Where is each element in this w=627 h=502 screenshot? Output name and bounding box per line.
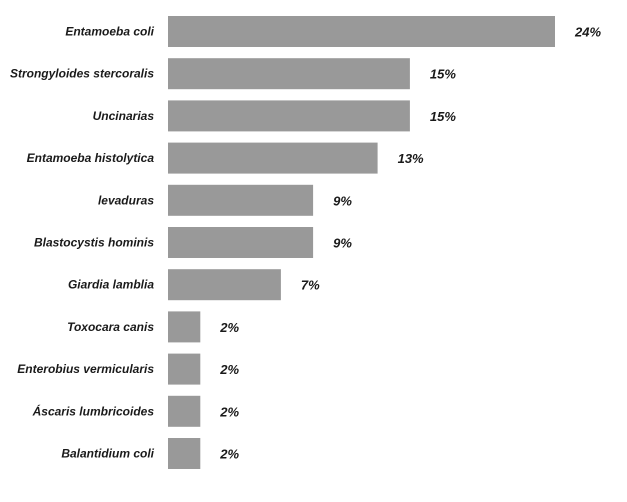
bar (168, 227, 314, 258)
category-label: Entamoeba histolytica (27, 151, 155, 165)
value-label: 7% (301, 278, 320, 293)
bar (168, 58, 410, 90)
bar (168, 100, 410, 132)
bar (168, 353, 201, 385)
category-label: Blastocystis hominis (34, 236, 154, 250)
value-label: 2% (219, 447, 239, 462)
bar (168, 184, 314, 216)
value-label: 2% (219, 362, 239, 377)
category-label: Entamoeba coli (65, 25, 154, 39)
bar (168, 269, 281, 301)
value-labels: 24% 15% 15% 13% 9% 9% 7% 2% 2% 2% 2% (219, 25, 601, 462)
bar (168, 438, 201, 469)
value-label: 2% (219, 320, 239, 335)
category-label: levaduras (98, 193, 154, 207)
value-label: 15% (430, 109, 456, 124)
value-label: 9% (333, 193, 352, 208)
bar (168, 142, 378, 174)
bar (168, 395, 201, 427)
category-label: Toxocara canis (67, 320, 154, 334)
category-label: Áscaris lumbricoides (32, 403, 155, 418)
bars-group (168, 16, 555, 469)
value-label: 2% (219, 404, 239, 419)
category-label: Giardia lamblia (68, 278, 154, 292)
category-label: Strongyloides stercoralis (10, 67, 154, 81)
value-label: 9% (333, 236, 352, 251)
bar (168, 311, 201, 343)
category-label: Enterobius vermicularis (17, 362, 154, 376)
category-labels: Entamoeba coli Strongyloides stercoralis U… (10, 25, 155, 461)
bar (168, 16, 555, 47)
value-label: 15% (430, 67, 456, 82)
value-label: 13% (398, 151, 424, 166)
category-label: Uncinarias (93, 109, 155, 123)
value-label: 24% (574, 25, 601, 40)
category-label: Balantidium coli (61, 447, 154, 461)
